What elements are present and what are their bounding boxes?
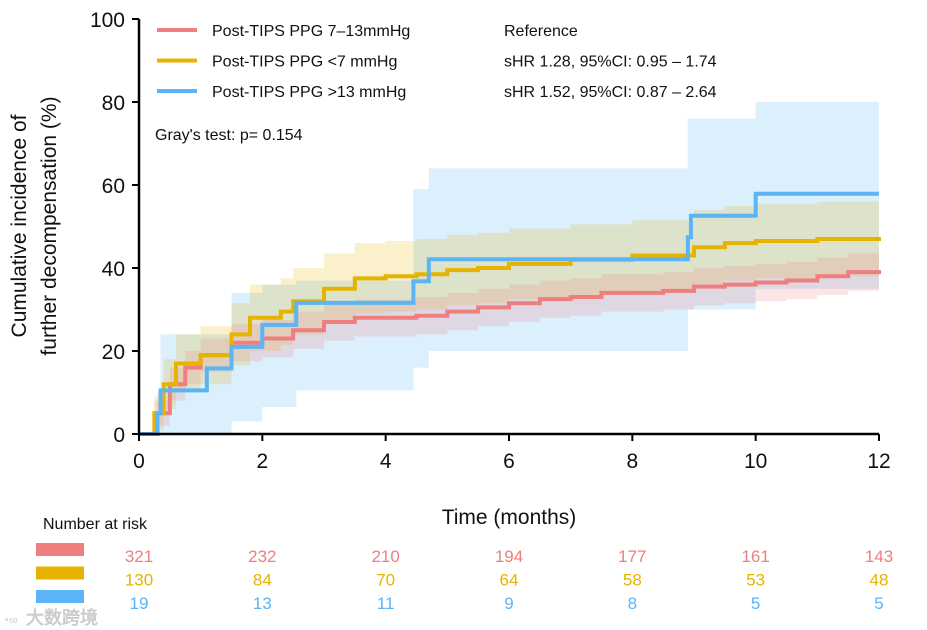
risk-value: 13: [253, 594, 272, 613]
risk-value: 210: [371, 547, 399, 566]
risk-value: 8: [628, 594, 637, 613]
legend-label-0: Post-TIPS PPG 7–13mmHg: [212, 23, 410, 40]
risk-value: 194: [495, 547, 523, 566]
x-axis-label: Time (months): [442, 506, 577, 529]
legend-label-2: Post-TIPS PPG >13 mmHg: [212, 84, 406, 101]
x-tick-label: 8: [626, 450, 638, 473]
x-tick-label: 10: [744, 450, 767, 473]
ci-band-0: [139, 251, 879, 434]
ci-band-1: [139, 199, 879, 434]
y-axis-label-line2: further decompensation (%): [38, 96, 61, 355]
y-axis-label-line1: Cumulative incidence of: [8, 114, 31, 337]
series-lines: [139, 191, 881, 436]
legend-label-1: Post-TIPS PPG <7 mmHg: [212, 54, 397, 71]
y-tick-label: 80: [102, 92, 125, 115]
risk-value: 5: [751, 594, 760, 613]
x-tick-label: 12: [867, 450, 890, 473]
risk-table-title: Number at risk: [43, 516, 148, 533]
watermark-text: 大数跨境: [26, 607, 98, 628]
series-line-2: [139, 191, 879, 436]
y-tick-label: 40: [102, 258, 125, 281]
annotation-grays-test: Gray's test: p= 0.154: [155, 127, 303, 144]
risk-value: 11: [377, 594, 395, 613]
y-tick-label: 0: [113, 424, 125, 447]
risk-value: 84: [253, 571, 272, 590]
legend-stat-0: Reference: [504, 23, 578, 40]
x-tick-label: 0: [133, 450, 145, 473]
risk-value: 48: [870, 571, 889, 590]
risk-value: 9: [504, 594, 513, 613]
y-tick-label: 60: [102, 175, 125, 198]
risk-value: 130: [125, 571, 153, 590]
risk-table: Number at risk 321 232 210 194 177 161 143 130 8…: [36, 516, 893, 613]
risk-swatch-0: [36, 543, 84, 556]
risk-value: 143: [865, 547, 893, 566]
risk-value: 64: [500, 571, 519, 590]
risk-swatch-1: [36, 566, 84, 580]
axes: 0 2 4 6 8 10 12 0 20 40 60 80 100: [90, 9, 891, 473]
legend: Post-TIPS PPG 7–13mmHg Reference Post-TIPS…: [157, 23, 717, 101]
legend-stat-1: sHR 1.28, 95%CI: 0.95 – 1.74: [504, 54, 717, 71]
risk-value: 70: [376, 571, 395, 590]
x-tick-label: 6: [503, 450, 515, 473]
risk-value: 53: [746, 571, 765, 590]
risk-value: 232: [248, 547, 276, 566]
risk-value: 321: [125, 547, 153, 566]
risk-value: 161: [741, 547, 769, 566]
risk-swatch-2: [36, 590, 84, 603]
risk-value: 177: [618, 547, 646, 566]
x-tick-label: 2: [256, 450, 268, 473]
watermark-logo-icon: ◔∞: [2, 613, 18, 627]
series-line-1: [139, 236, 881, 436]
x-tick-label: 4: [380, 450, 392, 473]
y-tick-label: 20: [102, 341, 125, 364]
y-tick-label: 100: [90, 9, 125, 32]
risk-value: 58: [623, 571, 642, 590]
watermark: ◔∞ 大数跨境: [2, 607, 98, 628]
risk-value: 19: [130, 594, 149, 613]
legend-stat-2: sHR 1.52, 95%CI: 0.87 – 2.64: [504, 84, 717, 101]
risk-value: 5: [874, 594, 883, 613]
